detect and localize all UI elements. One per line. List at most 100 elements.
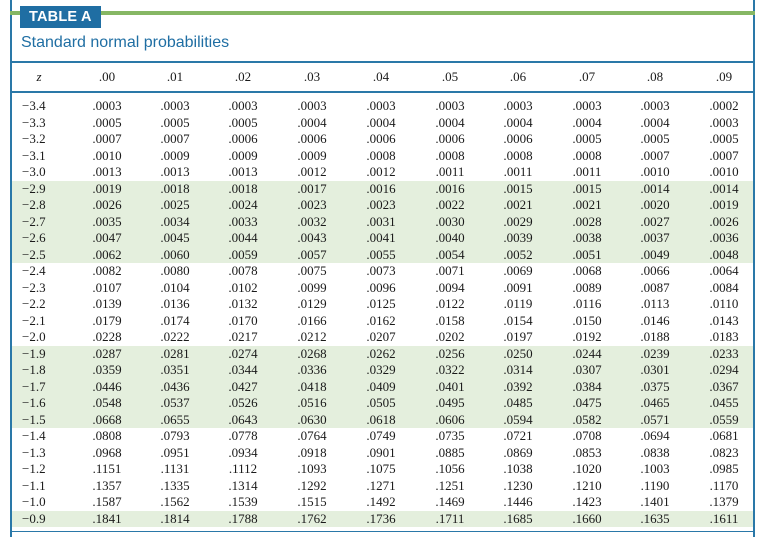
column-header: .08	[646, 69, 664, 84]
probability-cell: .0009	[160, 147, 190, 163]
probability-cell: .1379	[709, 494, 739, 509]
probability-cell: .1357	[92, 477, 122, 493]
probability-cell: .0150	[572, 312, 602, 328]
page-title: Standard normal probabilities	[21, 34, 230, 51]
table-tab: TABLE A	[20, 6, 101, 28]
probability-cell: .0207	[366, 329, 396, 344]
column-header: .02	[234, 69, 252, 84]
table-row: −1.8 .0359 .0351 .0344 .0336 .0329 .0322 .0314.…	[12, 362, 753, 379]
probability-cell: .0446	[92, 378, 122, 394]
probability-cell: .0028	[572, 213, 602, 229]
table-row: −2.5 .0062 .0060 .0059 .0057 .0055 .0054 .0052.…	[12, 247, 753, 264]
probability-cell: .0038	[572, 230, 602, 245]
z-value: −2.1	[22, 312, 46, 328]
probability-cell: .1762	[297, 510, 327, 526]
probability-cell: .0068	[572, 263, 602, 278]
probability-cell: .0018	[160, 180, 190, 196]
probability-cell: .0630	[297, 411, 327, 427]
table-row: −2.8 .0026 .0025 .0024 .0023 .0023 .0022 .0021.…	[12, 197, 753, 214]
probability-cell: .0089	[572, 279, 602, 295]
probability-cell: .0465	[640, 395, 670, 410]
probability-cell: .0075	[297, 263, 327, 278]
probability-cell: .0084	[709, 279, 739, 295]
probability-cell: .0239	[640, 345, 670, 361]
probability-cell: .0003	[503, 98, 533, 113]
probability-cell: .0087	[640, 279, 670, 295]
probability-cell: .0351	[160, 362, 190, 377]
probability-cell: .0537	[160, 395, 190, 410]
probability-cell: .0011	[503, 164, 533, 179]
probability-cell: .0029	[503, 213, 533, 229]
probability-cell: .0548	[92, 395, 122, 410]
probability-cell: .0116	[572, 296, 602, 311]
probability-cell: .1685	[503, 510, 533, 526]
probability-cell: .0016	[366, 180, 396, 196]
probability-cell: .1788	[228, 510, 258, 526]
probability-cell: .0823	[709, 444, 739, 460]
table-row: −2.4 .0082 .0080 .0078 .0075 .0073 .0071 .0069.…	[12, 263, 753, 280]
probability-cell: .0006	[366, 131, 396, 146]
probability-cell: .0918	[297, 444, 327, 460]
z-value: −1.4	[22, 428, 46, 443]
z-value: −2.5	[22, 246, 46, 262]
z-value: −2.8	[22, 197, 46, 212]
probability-cell: .0027	[640, 213, 670, 229]
probability-cell: .1020	[572, 461, 602, 476]
probability-cell: .0495	[435, 395, 465, 410]
probability-cell: .0274	[228, 345, 258, 361]
probability-cell: .0594	[503, 411, 533, 427]
probability-cell: .0885	[435, 444, 465, 460]
table-row: −2.9 .0019 .0018 .0018 .0017 .0016 .0016 .0015.…	[12, 181, 753, 198]
table-row: −2.1 .0179 .0174 .0170 .0166 .0162 .0158 .0154.…	[12, 313, 753, 330]
probability-cell: .0010	[640, 164, 670, 179]
table-row: −1.4 .0808 .0793 .0778 .0764 .0749 .0735 .0721.…	[12, 428, 753, 445]
table-row: −2.6 .0047 .0045 .0044 .0043 .0041 .0040 .0039.…	[12, 230, 753, 247]
probability-cell: .0183	[709, 329, 739, 344]
probability-cell: .1112	[228, 461, 258, 476]
z-value: −2.7	[22, 213, 46, 229]
probability-cell: .0003	[160, 98, 190, 113]
probability-cell: .1492	[366, 494, 396, 509]
z-value: −1.0	[22, 494, 46, 509]
probability-cell: .0146	[640, 312, 670, 328]
probability-cell: .0384	[572, 378, 602, 394]
probability-cell: .0008	[435, 147, 465, 163]
z-value: −3.0	[22, 164, 46, 179]
z-value: −0.9	[22, 510, 46, 526]
probability-cell: .0102	[228, 279, 258, 295]
probability-cell: .0694	[640, 428, 670, 443]
column-header: .03	[303, 69, 321, 84]
probability-cell: .0025	[160, 197, 190, 212]
probability-cell: .1170	[709, 477, 739, 493]
probability-cell: .1660	[572, 510, 602, 526]
probability-cell: .0091	[503, 279, 533, 295]
probability-cell: .0217	[228, 329, 258, 344]
probability-cell: .0475	[572, 395, 602, 410]
probability-cell: .0004	[366, 114, 396, 130]
probability-cell: .0071	[435, 263, 465, 278]
probability-cell: .0094	[435, 279, 465, 295]
probability-cell: .0985	[709, 461, 739, 476]
probability-cell: .0222	[160, 329, 190, 344]
probability-cell: .0023	[297, 197, 327, 212]
probability-cell: .0951	[160, 444, 190, 460]
probability-cell: .0307	[572, 362, 602, 377]
probability-cell: .0367	[709, 378, 739, 394]
probability-cell: .0064	[709, 263, 739, 278]
probability-cell: .0129	[297, 296, 327, 311]
probability-cell: .0233	[709, 345, 739, 361]
table-row: −3.3 .0005 .0005 .0005 .0004 .0004 .0004 .0004.…	[12, 115, 753, 132]
table-row: −3.1 .0010 .0009 .0009 .0009 .0008 .0008 .0008.…	[12, 148, 753, 165]
probability-cell: .0110	[709, 296, 739, 311]
probability-cell: .1736	[366, 510, 396, 526]
probability-cell: .0256	[435, 345, 465, 361]
probability-cell: .1093	[297, 461, 327, 476]
probability-cell: .0031	[366, 213, 396, 229]
probability-cell: .0708	[572, 428, 602, 443]
probability-cell: .0418	[297, 378, 327, 394]
probability-cell: .0008	[366, 147, 396, 163]
table-frame	[10, 0, 755, 537]
probability-cell: .0571	[640, 411, 670, 427]
probability-cell: .0004	[435, 114, 465, 130]
probability-cell: .0009	[297, 147, 327, 163]
